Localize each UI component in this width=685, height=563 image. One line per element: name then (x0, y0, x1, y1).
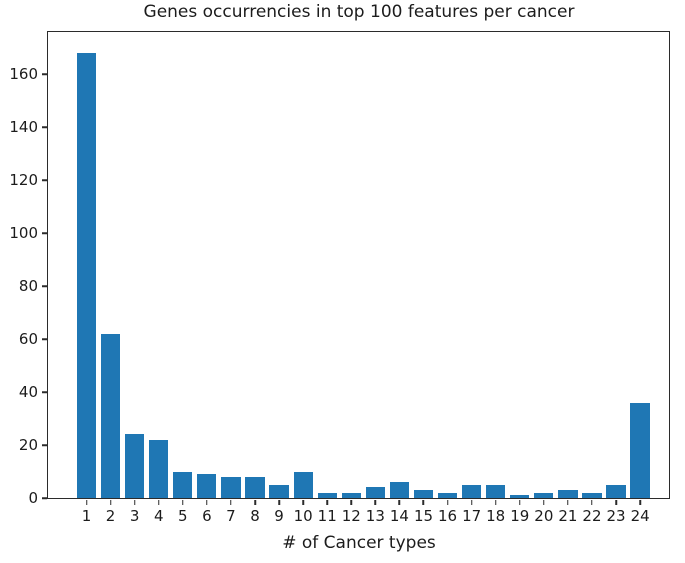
y-tick-label: 80 (18, 277, 38, 296)
bar (389, 482, 410, 498)
x-tick-mark (494, 499, 497, 505)
x-tick-label: 11 (317, 507, 337, 525)
x-tick-mark (374, 499, 377, 505)
x-tick-label: 16 (438, 507, 458, 525)
x-tick-mark (326, 499, 328, 505)
x-tick-label: 9 (274, 507, 284, 525)
bar (462, 484, 482, 498)
x-tick-label: 17 (462, 507, 482, 525)
y-tick-mark (41, 497, 47, 499)
x-tick-label: 6 (202, 507, 212, 525)
x-tick-label: 4 (153, 507, 164, 525)
bar (534, 492, 554, 498)
x-tick-label: 7 (226, 507, 236, 525)
y-tick-mark (41, 338, 47, 340)
x-tick-label: 21 (558, 507, 578, 525)
bar (173, 471, 193, 498)
x-tick-mark (422, 499, 425, 505)
bar (510, 495, 530, 498)
y-tick-label: 0 (28, 489, 38, 507)
x-tick-mark (278, 499, 280, 505)
x-tick-label: 8 (250, 507, 260, 525)
y-tick-mark (41, 179, 47, 182)
bar (76, 53, 97, 498)
bar (197, 474, 217, 498)
chart-title: Genes occurrencies in top 100 features p… (143, 2, 575, 22)
x-tick-label: 22 (582, 507, 602, 525)
x-tick-label: 3 (129, 507, 140, 525)
bar (100, 333, 121, 498)
bar (317, 492, 337, 498)
x-tick-mark (470, 499, 473, 505)
bar (341, 492, 361, 498)
x-axis-label: # of Cancer types (282, 533, 436, 553)
bar (125, 434, 145, 498)
x-tick-mark (206, 499, 208, 505)
bar (365, 487, 385, 498)
y-tick-label: 160 (9, 65, 38, 84)
x-tick-mark (591, 499, 593, 505)
y-tick-mark (41, 126, 47, 129)
x-tick-label: 13 (365, 507, 385, 525)
bar (221, 476, 241, 498)
x-tick-mark (446, 499, 449, 505)
plot-area: 1 2 3 4 5 6 7 8 9 10 11 12 13 14 15 16 17 18 19 20 21 22 23 24 0… (9, 31, 670, 525)
x-tick-mark (615, 499, 617, 505)
x-tick-mark (182, 499, 184, 505)
x-tick-mark (157, 499, 160, 505)
x-tick-label: 14 (389, 507, 409, 525)
x-tick-mark (543, 499, 545, 505)
x-tick-mark (133, 499, 136, 505)
x-tick-mark (519, 499, 521, 505)
y-tick-label: 60 (18, 330, 38, 349)
bar (413, 490, 434, 498)
x-tick-mark (109, 499, 112, 505)
bar (606, 484, 626, 498)
bar (437, 492, 458, 498)
y-tick-mark (41, 285, 47, 287)
x-tick-label: 10 (293, 507, 313, 525)
bar (558, 490, 578, 498)
x-tick-label: 19 (510, 507, 530, 525)
x-tick-label: 5 (178, 507, 188, 525)
x-tick-mark (398, 499, 401, 505)
x-tick-mark (302, 499, 304, 505)
x-tick-label: 20 (534, 507, 554, 525)
x-tick-mark (85, 499, 88, 505)
y-tick-label: 40 (18, 383, 38, 402)
y-tick-mark (41, 391, 47, 393)
x-tick-label: 12 (341, 507, 361, 525)
y-tick-mark (41, 73, 47, 76)
y-tick-label: 120 (9, 171, 38, 190)
y-tick-label: 140 (9, 118, 38, 137)
bar (630, 402, 650, 498)
x-tick-label: 2 (105, 507, 116, 525)
x-tick-mark (350, 499, 353, 505)
x-tick-mark (254, 499, 256, 505)
y-tick-mark (41, 232, 47, 234)
bar (245, 476, 265, 498)
bar (149, 439, 169, 498)
x-tick-label: 23 (606, 507, 626, 525)
x-tick-label: 18 (486, 507, 506, 525)
bar (293, 471, 313, 498)
y-tick-label: 100 (9, 224, 38, 243)
y-tick-mark (41, 444, 47, 446)
x-tick-mark (230, 499, 232, 505)
x-tick-label: 15 (413, 507, 434, 525)
x-tick-mark (567, 499, 569, 505)
x-tick-label: 1 (81, 507, 92, 525)
x-tick-mark (639, 499, 641, 505)
bar (269, 484, 289, 498)
y-tick-label: 20 (18, 436, 38, 455)
x-tick-label: 24 (630, 507, 650, 525)
bar (582, 492, 602, 498)
bar (486, 484, 506, 498)
